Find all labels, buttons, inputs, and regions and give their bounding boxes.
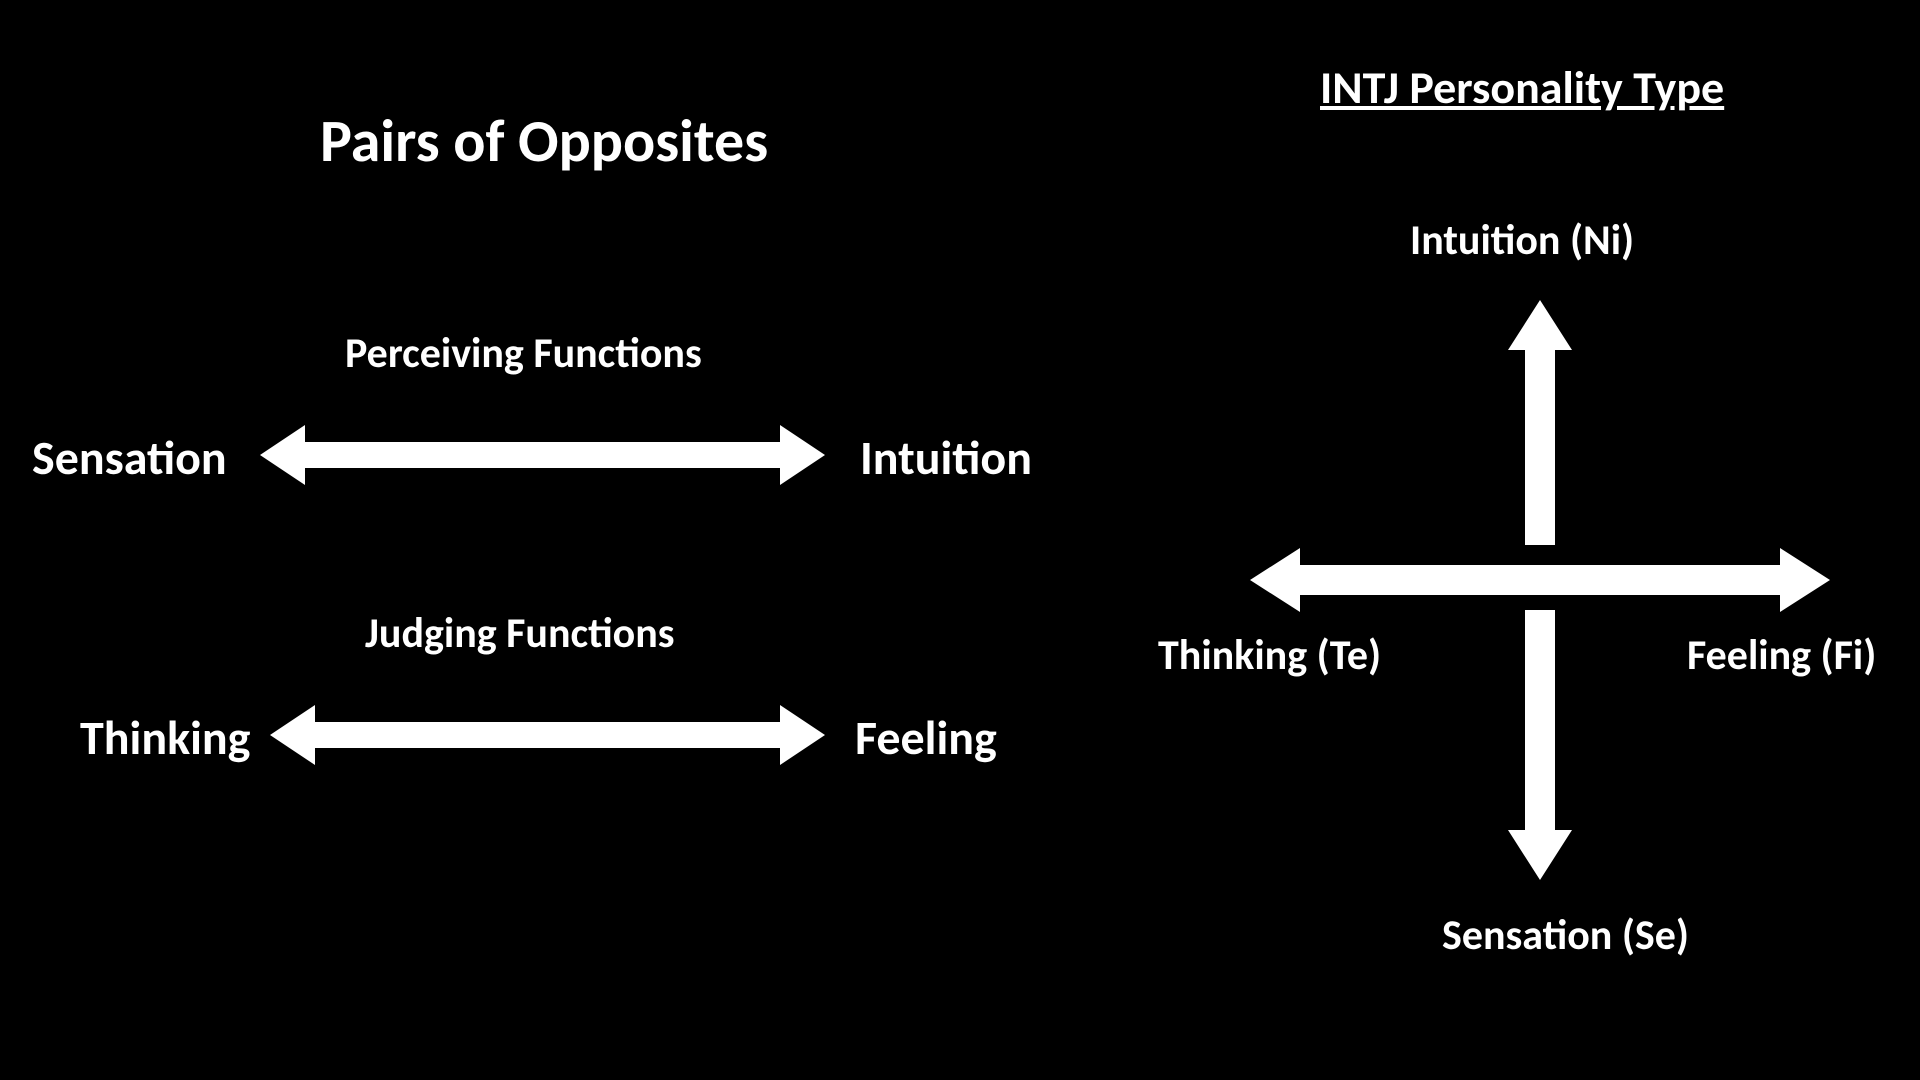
left-panel: Pairs of Opposites Perceiving Functions …	[0, 0, 1100, 1080]
right-panel: INTJ Personality Type Intuition (Ni) Sen…	[1100, 0, 1920, 1080]
judging-arrow	[0, 0, 1100, 1080]
cross-arrows	[1100, 0, 1920, 1080]
